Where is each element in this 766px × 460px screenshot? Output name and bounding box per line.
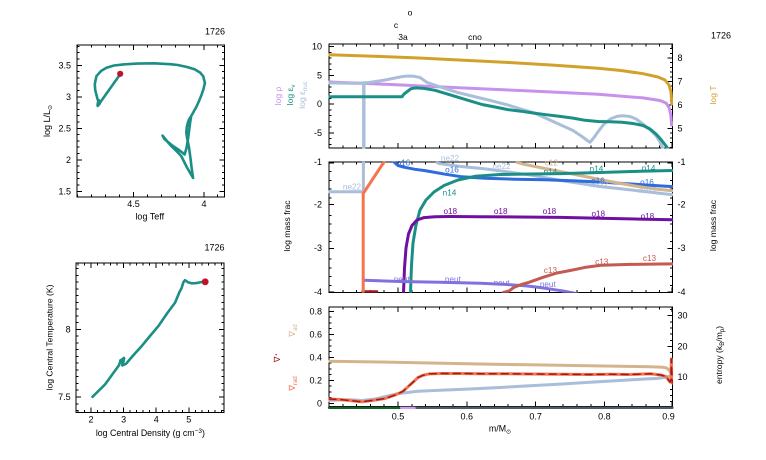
svg-text:n14: n14 (642, 164, 656, 173)
svg-text:1.5: 1.5 (58, 186, 71, 196)
svg-text:1726: 1726 (205, 27, 225, 37)
svg-text:0: 0 (317, 99, 322, 109)
svg-text:log L/L⊙: log L/L⊙ (42, 105, 54, 137)
svg-text:log ρ: log ρ (273, 87, 283, 106)
svg-text:-2: -2 (678, 199, 686, 209)
svg-text:∇⋆: ∇⋆ (272, 353, 282, 364)
svg-text:o18: o18 (443, 207, 457, 216)
svg-text:4: 4 (154, 414, 159, 424)
svg-text:5: 5 (186, 414, 191, 424)
svg-text:7: 7 (678, 77, 683, 87)
svg-text:n14: n14 (544, 167, 558, 176)
svg-text:ne22: ne22 (441, 154, 460, 163)
svg-text:c13: c13 (643, 254, 657, 263)
svg-text:2: 2 (88, 414, 93, 424)
svg-text:neut: neut (494, 278, 511, 287)
svg-text:c13: c13 (595, 258, 609, 267)
svg-text:3.5: 3.5 (58, 60, 71, 70)
svg-text:neut: neut (445, 275, 462, 284)
svg-text:o: o (408, 8, 413, 18)
svg-text:log εν: log εν (285, 85, 297, 106)
svg-text:3: 3 (66, 92, 71, 102)
svg-text:8: 8 (678, 53, 683, 63)
svg-text:6: 6 (678, 100, 683, 110)
svg-text:-2: -2 (314, 199, 322, 209)
svg-text:30: 30 (678, 311, 688, 321)
svg-text:log Central Density (g cm−3): log Central Density (g cm−3) (96, 428, 205, 438)
svg-text:c: c (394, 20, 399, 30)
svg-text:0.7: 0.7 (529, 412, 542, 422)
svg-text:o16: o16 (397, 158, 411, 167)
svg-text:0.6: 0.6 (461, 412, 474, 422)
svg-text:ne22: ne22 (590, 181, 609, 190)
svg-text:20: 20 (678, 341, 688, 351)
svg-text:7.5: 7.5 (58, 392, 71, 402)
svg-text:entropy (kB/mp): entropy (kB/mp) (714, 326, 726, 384)
svg-text:4: 4 (201, 199, 206, 209)
svg-text:log Teff: log Teff (135, 212, 164, 222)
svg-text:0.6: 0.6 (309, 329, 322, 339)
svg-text:cno: cno (468, 32, 482, 42)
svg-text:0.8: 0.8 (309, 306, 322, 316)
svg-text:1726: 1726 (711, 31, 731, 41)
svg-text:n14: n14 (590, 165, 604, 174)
svg-text:4.5: 4.5 (127, 199, 140, 209)
svg-text:-4: -4 (314, 287, 322, 297)
svg-text:0.9: 0.9 (662, 412, 675, 422)
svg-text:-4: -4 (678, 287, 686, 297)
svg-text:3: 3 (121, 414, 126, 424)
svg-text:o18: o18 (641, 212, 655, 221)
svg-text:c12: c12 (545, 158, 559, 167)
svg-text:c13: c13 (544, 266, 558, 275)
svg-text:0: 0 (317, 398, 322, 408)
svg-text:ne22: ne22 (343, 182, 362, 191)
svg-text:8: 8 (66, 324, 71, 334)
svg-text:0.5: 0.5 (392, 412, 405, 422)
svg-text:ne22: ne22 (639, 186, 658, 195)
svg-text:-3: -3 (678, 243, 686, 253)
svg-text:0.4: 0.4 (309, 352, 322, 362)
svg-text:o16: o16 (591, 177, 605, 186)
svg-text:10: 10 (678, 372, 688, 382)
svg-text:ne22: ne22 (492, 162, 511, 171)
svg-text:neut: neut (394, 275, 411, 284)
svg-text:log Central Temperature (K): log Central Temperature (K) (45, 284, 55, 390)
svg-text:0.2: 0.2 (309, 375, 322, 385)
svg-text:-1: -1 (678, 157, 686, 167)
svg-text:o18: o18 (591, 210, 605, 219)
svg-text:10: 10 (312, 42, 322, 52)
svg-text:5: 5 (678, 124, 683, 134)
svg-text:o18: o18 (494, 207, 508, 216)
svg-text:n14: n14 (443, 188, 457, 197)
svg-text:log mass frac: log mass frac (282, 200, 292, 252)
svg-text:1726: 1726 (204, 243, 224, 253)
svg-text:5: 5 (317, 70, 322, 80)
svg-text:o18: o18 (543, 207, 557, 216)
svg-text:m/M⊙: m/M⊙ (489, 424, 511, 436)
svg-text:o16: o16 (445, 165, 459, 174)
svg-text:o16: o16 (640, 178, 654, 187)
svg-text:0.8: 0.8 (598, 412, 611, 422)
svg-text:3a: 3a (398, 32, 408, 42)
svg-text:log T: log T (708, 85, 718, 105)
svg-text:-3: -3 (314, 243, 322, 253)
svg-text:-5: -5 (314, 128, 322, 138)
svg-text:log mass frac: log mass frac (708, 199, 718, 251)
svg-text:2.5: 2.5 (58, 123, 71, 133)
svg-text:neut: neut (540, 280, 557, 289)
svg-text:2: 2 (66, 155, 71, 165)
svg-text:-1: -1 (314, 157, 322, 167)
